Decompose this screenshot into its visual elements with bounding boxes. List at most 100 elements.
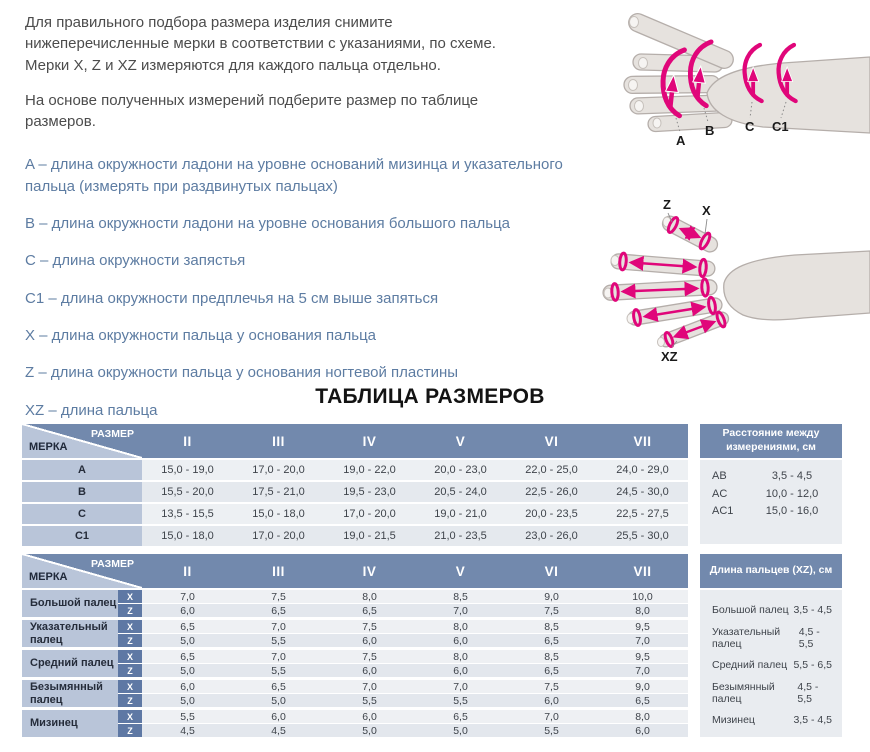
value-cell: 17,5 - 21,0 [233,482,324,502]
finger-table: РАЗМЕР МЕРКА II III IV V VI VII Большой палец… [22,554,688,740]
row-label: B [22,482,142,502]
intro-paragraph-1: Для правильного подбора размера изделия … [25,14,496,74]
value-cell: 10,0 [597,590,688,603]
value-cell: 17,0 - 20,0 [233,526,324,546]
size-column-header: VII [597,424,688,458]
value-cell: 6,0 [324,634,415,647]
distance-label: AC1 [712,505,734,518]
hand-outline [623,12,870,134]
palm-forearm [723,250,870,321]
fingernails [628,16,662,129]
finger-length-value: 4,5 - 5,5 [798,625,820,650]
value-cell: 5,5 [233,634,324,647]
finger-length-row: Большой палец 3,5 - 4,5 [712,604,832,616]
value-cell: 8,0 [415,650,506,663]
distance-value: 3,5 - 4,5 [771,470,813,482]
finger-length-label: Мизинец [712,714,755,726]
value-cell: 15,0 - 19,0 [142,460,233,480]
hand-outline [602,215,870,348]
finger-row: Мизинец X 5,5 6,0 6,0 6,5 7,0 8,0 Z 4,5 4,5 5,0 5,0 5… [22,710,688,737]
value-cell: 6,5 [324,604,415,617]
finger-length-row: Указательный палец 4,5 - 5,5 [712,626,832,650]
measure-rings [610,216,727,348]
definition-item: B – длина окружности ладони на уровне ос… [25,215,511,233]
x-badge: X [118,680,142,693]
value-cell: 8,0 [597,604,688,617]
value-cell: 6,5 [506,664,597,677]
z-badge: Z [118,724,142,737]
leader-lines [675,101,787,133]
value-cell: 7,0 [506,710,597,723]
value-cell: 6,0 [324,710,415,723]
finger-label: Мизинец [22,710,118,737]
definition-item: A – длина окружности ладони на уровне ос… [25,156,563,195]
size-table-body: A 15,0 - 19,0 17,0 - 20,0 19,0 - 22,0 20,0 -… [22,460,688,546]
distance-table-header: Расстояние между измерениями, см [700,424,842,458]
value-cell: 5,0 [415,724,506,737]
distance-table-body: AB 3,5 - 4,5 AC 10,0 - 12,0 AC1 15,0 - 16,0 [700,460,842,544]
finger-length-value: 3,5 - 4,5 [793,714,832,726]
value-cell: 7,5 [324,650,415,663]
value-cell: 5,0 [142,694,233,707]
value-cell: 8,5 [506,620,597,633]
finger-length-label: Указательный палец [712,625,781,650]
intro-block: Для правильного подбора размера изделия … [25,12,581,132]
value-cell: 6,0 [142,604,233,617]
value-cell: 9,0 [597,680,688,693]
value-cell: 15,0 - 18,0 [142,526,233,546]
value-cell: 5,5 [506,724,597,737]
finger-length-label: Безымянный палец [712,680,775,705]
hand-finger-diagram: Z X XZ [602,197,870,364]
size-column-header: II [142,554,233,588]
value-cell: 7,5 [324,620,415,633]
diagram-label-a: A [676,133,686,148]
value-cell: 22,5 - 27,5 [597,504,688,524]
value-cell: 13,5 - 15,5 [142,504,233,524]
diagram-label-b: B [705,123,714,138]
value-cell: 4,5 [233,724,324,737]
value-cell: 15,5 - 20,0 [142,482,233,502]
fingernails [603,216,672,347]
value-cell: 7,0 [324,680,415,693]
finger-table-header: РАЗМЕР МЕРКА II III IV V VI VII [22,554,688,588]
finger-length-label: Средний палец [712,659,788,671]
value-cell: 23,0 - 26,0 [506,526,597,546]
finger-length-row: Безымянный палец 4,5 - 5,5 [712,681,832,705]
value-cell: 9,0 [506,590,597,603]
corner-measure-label: МЕРКА [29,571,68,583]
finger-length-value: 4,5 - 5,5 [797,680,819,705]
distance-row: AC1 15,0 - 16,0 [712,503,830,521]
value-cell: 5,0 [233,694,324,707]
definition-item: Z – длина окружности пальца у основания … [25,364,459,382]
distance-row: AB 3,5 - 4,5 [712,468,830,486]
value-cell: 24,5 - 30,0 [597,482,688,502]
value-cell: 6,0 [597,724,688,737]
size-column-header: VI [506,424,597,458]
size-column-header: VI [506,554,597,588]
finger-label: Большой палец [22,590,118,617]
corner-cell: РАЗМЕР МЕРКА [22,424,142,458]
definition-item: C – длина окружности запястья [25,252,246,270]
finger-length-label: Большой палец [712,604,789,616]
x-badge: X [118,650,142,663]
value-cell: 24,0 - 29,0 [597,460,688,480]
value-cell: 6,0 [415,634,506,647]
value-cell: 4,5 [142,724,233,737]
value-cell: 9,5 [597,620,688,633]
value-cell: 8,5 [506,650,597,663]
length-arrows [620,225,717,340]
value-cell: 5,5 [142,710,233,723]
finger-row: Безымянный палец X 6,0 6,5 7,0 7,0 7,5 9,0 Z 5,0 5… [22,680,688,707]
finger-length-row: Средний палец 5,5 - 6,5 [712,659,832,671]
definition-item: C1 – длина окружности предплечья на 5 см… [25,289,439,307]
finger-row: Указательный палец X 6,5 7,0 7,5 8,0 8,5 9,5 Z 5,… [22,620,688,647]
value-cell: 7,0 [597,664,688,677]
finger-label: Безымянный палец [22,680,118,707]
value-cell: 7,5 [506,604,597,617]
diagram-label-z: Z [663,197,671,212]
value-cell: 7,0 [142,590,233,603]
definitions-list: A – длина окружности ладони на уровне ос… [25,154,581,420]
definition-item: X – длина окружности пальца у основания … [25,326,377,344]
distance-row: AC 10,0 - 12,0 [712,486,830,504]
size-column-header: IV [324,554,415,588]
